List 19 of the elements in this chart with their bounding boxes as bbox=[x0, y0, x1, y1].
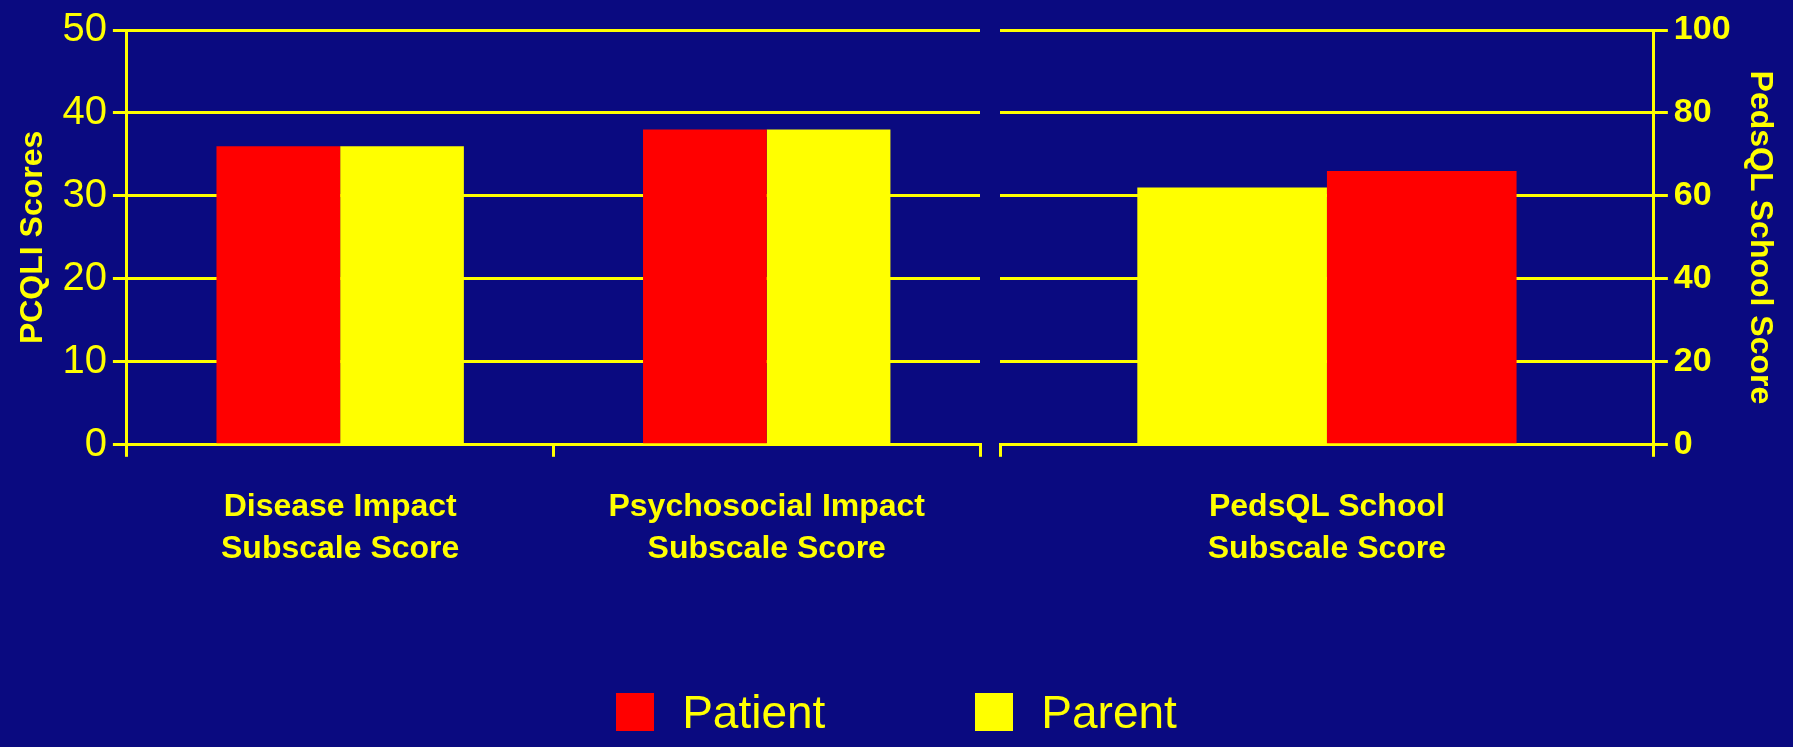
y2-tick-label: 100 bbox=[1673, 8, 1731, 47]
y2-tick-label: 60 bbox=[1673, 174, 1712, 213]
y-tick-label: 10 bbox=[62, 336, 107, 381]
y-axis-title: PCQLI Scores bbox=[13, 130, 50, 345]
y2-axis-title: PedsQL School Score bbox=[1743, 70, 1780, 405]
y-tick-label: 0 bbox=[84, 419, 107, 464]
x-tick-label: PedsQL School Subscale Score bbox=[1207, 487, 1447, 566]
legend-label: Parent bbox=[1041, 685, 1177, 739]
y-tick-label: 30 bbox=[62, 170, 107, 215]
y-tick-label: 50 bbox=[62, 5, 107, 50]
y-tick-label: 40 bbox=[62, 87, 107, 132]
y-tick-label: 20 bbox=[62, 253, 107, 298]
y2-tick-label: 20 bbox=[1673, 340, 1712, 379]
x-tick-label: Psychosocial Impact Subscale Score bbox=[608, 487, 926, 566]
y2-tick-label: 40 bbox=[1673, 257, 1712, 296]
y2-tick-label: 80 bbox=[1673, 91, 1712, 130]
y2-tick-label: 0 bbox=[1673, 423, 1693, 462]
legend-label: Patient bbox=[682, 685, 826, 739]
x-tick-label: Disease Impact Subscale Score bbox=[221, 487, 460, 566]
